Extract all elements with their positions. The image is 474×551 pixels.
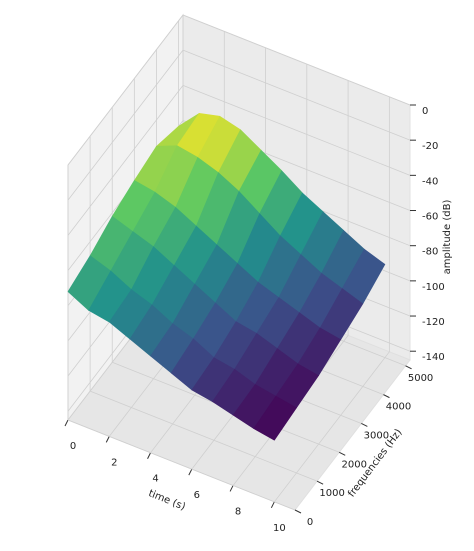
grid-line [89, 390, 318, 482]
grid-line [274, 351, 390, 503]
y-tick-label: 3000 [364, 430, 389, 441]
x-tick-label: 10 [273, 523, 286, 534]
x-tick [147, 452, 151, 459]
y-tick-label: 4000 [386, 402, 411, 413]
x-tick [229, 485, 234, 492]
grid-line [67, 85, 184, 236]
x-tick-label: 4 [152, 474, 158, 485]
x-tick-label: 0 [70, 441, 76, 452]
surface-patch [253, 395, 297, 441]
z-tick-label: 0 [422, 106, 428, 117]
y-tick [405, 365, 412, 370]
y-tick-label: 2000 [342, 459, 367, 470]
x-tick-label: 8 [235, 506, 241, 517]
grid-line [67, 14, 184, 166]
y-tick [294, 509, 302, 514]
z-tick-label: -120 [422, 317, 445, 328]
z-tick-label: -100 [422, 282, 445, 293]
y-tick-label: 1000 [319, 488, 344, 499]
y-tick [361, 423, 368, 427]
x-tick [105, 436, 110, 443]
grid-line [67, 49, 184, 201]
y-tick [316, 480, 324, 485]
x-tick [64, 419, 69, 427]
grid-line [182, 14, 411, 106]
x-axis-label: time (s) [147, 488, 187, 513]
grid-line [182, 49, 411, 141]
z-tick-label: -80 [422, 247, 438, 258]
z-tick-label: -140 [422, 352, 445, 363]
y-tick [339, 451, 346, 456]
y-tick-label: 0 [307, 517, 313, 528]
z-tick-label: -60 [422, 212, 438, 223]
grid-line [67, 419, 296, 511]
z-tick-label: -40 [422, 176, 438, 187]
z-axis-label: amplitude (dB) [442, 200, 453, 275]
x-tick-label: 6 [194, 490, 200, 501]
x-tick [188, 468, 193, 476]
y-tick-label: 5000 [408, 373, 433, 384]
grid-line [182, 84, 411, 176]
surface [67, 113, 386, 441]
x-tick [270, 501, 275, 509]
z-tick-label: -20 [422, 141, 438, 152]
y-tick [383, 394, 390, 399]
x-tick-label: 2 [111, 457, 117, 468]
